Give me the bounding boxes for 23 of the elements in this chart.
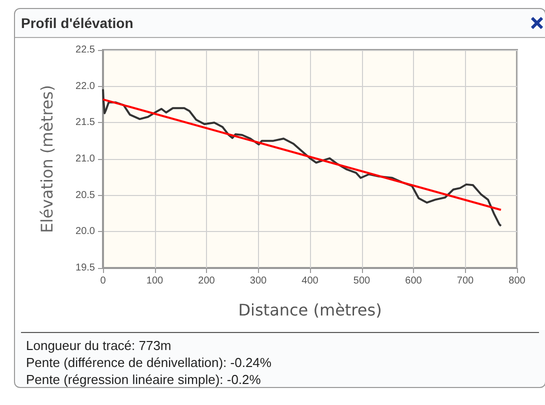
x-tick-label: 800 [508,276,526,286]
x-tick-label: 600 [405,276,422,286]
x-tick-label: 500 [353,276,371,286]
x-tick-label: 200 [198,276,216,286]
y-tick-label: 20.5 [76,190,96,201]
text: Pente (différence de dénivellation): -0.24% [26,354,272,371]
x-tick-label: 300 [250,276,268,286]
y-tick-label: 21.5 [76,117,96,128]
y-tick-label: 20.0 [76,226,96,238]
x-axis-title: Distance (mètres) [238,300,382,320]
y-tick-label: 22.0 [76,80,96,92]
y-tick-label: 22.5 [76,44,96,56]
line-series [102,88,502,227]
x-tick-label: 400 [302,276,319,286]
y-axis-title: Elévation (mètres) [38,85,56,233]
x-tick-label: 100 [146,276,164,286]
text: Pente (régression linéaire simple): -0.2% [26,371,262,388]
y-tick-label: 19.5 [76,262,96,274]
text: Longueur du tracé: 773m [26,337,172,354]
y-tick-label: 21.0 [76,154,96,164]
chart-title: Profil d'élévation [21,15,134,31]
x-tick-label: 700 [456,276,474,286]
x-tick-label: 0 [100,276,106,286]
